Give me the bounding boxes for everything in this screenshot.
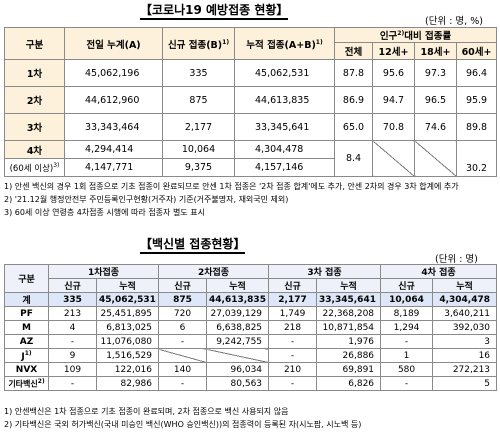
table-row: AZ - 11,076,080 - 9,242,755 - 1,976 - 3 — [4, 334, 498, 349]
header-ratio-18: 18세+ — [414, 42, 457, 60]
header-ratio-all: 전체 — [334, 42, 373, 60]
vaccine-type-table: 구분 1차접종 2차접종 3차 접종 4차 접종 신규 누적 신규 누적 신규 … — [4, 264, 498, 391]
empty-cell — [414, 140, 457, 177]
table-row: 기타백신2) - 82,986 - 80,563 - 6,826 - 5 — [4, 376, 498, 391]
section1-title: 【코로나19 예방접종 현황】 — [140, 3, 289, 20]
header-gubun2: 구분 — [4, 264, 49, 293]
header-ratio-60: 60세+ — [455, 42, 498, 60]
empty-cell — [372, 140, 415, 177]
section1-notes: 1) 안센 백신의 경우 1회 접종으로 기초 접종이 완료되므로 안센 1차 … — [4, 182, 459, 217]
header-dose2: 2차접종 — [158, 264, 270, 279]
section1-unit: (단위 : 명, %) — [425, 16, 483, 27]
header-new: 신규 접종(B)1) — [162, 27, 235, 60]
empty-cell — [158, 348, 208, 363]
table-row: (60세 이상)3) 4,147,771 9,375 4,157,146 — [4, 158, 497, 177]
header-cumulative: 누적 접종(A+B)1) — [234, 27, 335, 60]
header-ratio-12: 12세+ — [372, 42, 415, 60]
section2-unit: (단위 : 명) — [435, 254, 478, 265]
header-dose1: 1차접종 — [47, 264, 160, 279]
table-row-total: 계 335 45,062,531 875 44,613,835 2,177 33… — [4, 292, 498, 307]
table-row: 2차 44,612,960 875 44,613,835 86.9 94.7 9… — [4, 86, 498, 114]
table-row: 4차 4,294,414 10,064 4,304,478 8.4 30.2 — [4, 140, 498, 177]
header-ratio: 인구2)대비 접종률 — [333, 27, 498, 43]
table-row: 1차 45,062,196 335 45,062,531 87.8 95.6 9… — [4, 59, 498, 87]
table-row: NVX 109 122,016 140 96,034 210 69,891 58… — [4, 362, 498, 377]
table-row: M 4 6,813,025 6 6,638,825 218 10,871,854… — [4, 320, 498, 335]
section2-title: 【백신별 접종현황】 — [140, 237, 246, 254]
empty-cell — [206, 348, 270, 363]
table-row: PF 213 25,451,895 720 27,039,129 1,749 2… — [4, 306, 498, 321]
header-dose4: 4차 접종 — [380, 264, 498, 279]
header-dose3: 3차 접종 — [268, 264, 382, 279]
table-row: 3차 33,343,464 2,177 33,345,641 65.0 70.8… — [4, 113, 498, 141]
vaccination-status-table: 구분 전일 누계(A) 신규 접종(B)1) 누적 접종(A+B)1) 인구2)… — [4, 27, 498, 177]
table-row: J1) 9 1,516,529 - 26,886 1 16 — [4, 348, 498, 363]
section2-notes: 1) 안센백신은 1차 접종으로 기초 접종이 완료되며, 2차 접종으로 백신… — [4, 407, 362, 429]
row4-sub-label: (60세 이상)3) — [4, 158, 65, 177]
header-gubun: 구분 — [4, 27, 65, 60]
header-prev-total: 전일 누계(A) — [64, 27, 163, 60]
